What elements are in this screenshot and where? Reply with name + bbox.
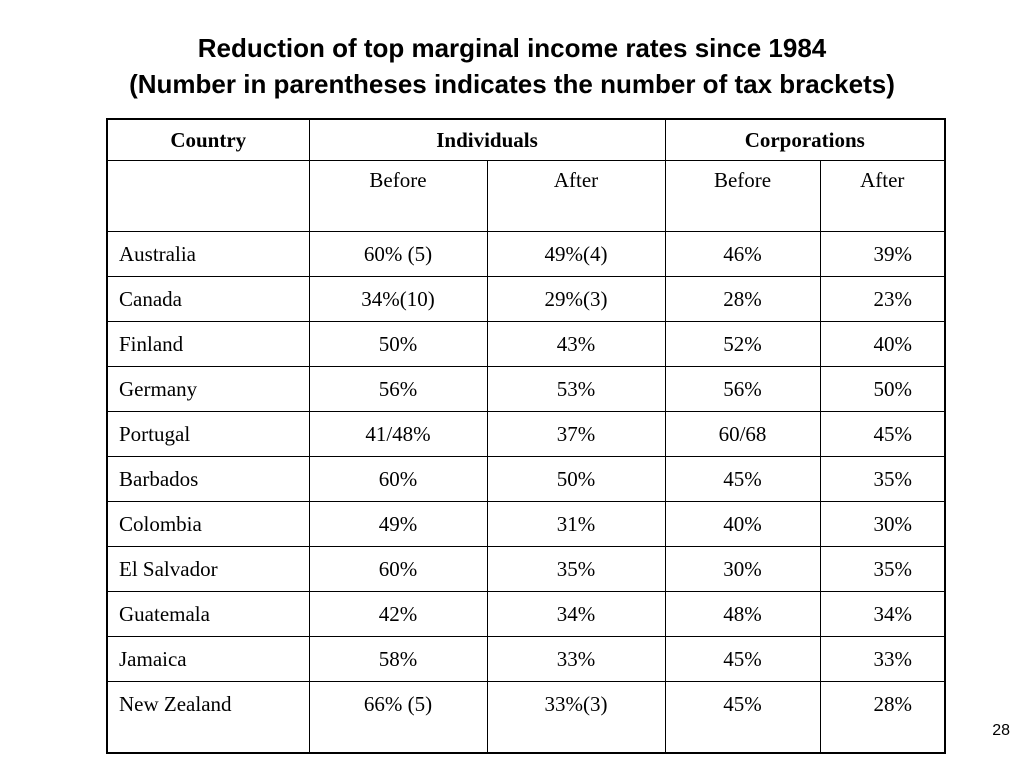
cell-individuals-before: 58% (308, 636, 488, 682)
table-row: Canada 34%(10) 29%(3) 28% 23% (106, 276, 946, 322)
title-line-2: (Number in parentheses indicates the num… (129, 69, 895, 99)
subheader-individuals-after: After (486, 160, 666, 232)
cell-individuals-after: 33%(3) (486, 681, 666, 754)
cell-individuals-after: 37% (486, 411, 666, 457)
header-country: Country (106, 118, 310, 161)
subheader-corporations-after: After (819, 160, 946, 232)
cell-corporations-after: 28% (819, 681, 946, 754)
cell-corporations-after: 50% (819, 366, 946, 412)
cell-individuals-after: 34% (486, 591, 666, 637)
cell-country: Colombia (106, 501, 310, 547)
cell-corporations-before: 45% (664, 681, 821, 754)
cell-country: Jamaica (106, 636, 310, 682)
cell-individuals-after: 29%(3) (486, 276, 666, 322)
cell-country: El Salvador (106, 546, 310, 592)
table-row: Jamaica 58% 33% 45% 33% (106, 636, 946, 682)
cell-individuals-before: 56% (308, 366, 488, 412)
cell-individuals-before: 50% (308, 321, 488, 367)
cell-individuals-after: 35% (486, 546, 666, 592)
header-row: Country Individuals Corporations (106, 118, 946, 161)
tax-rates-table: Country Individuals Corporations Before … (106, 118, 947, 754)
slide-title: Reduction of top marginal income rates s… (0, 30, 1024, 102)
header-individuals: Individuals (308, 118, 666, 161)
cell-individuals-after: 53% (486, 366, 666, 412)
cell-corporations-after: 23% (819, 276, 946, 322)
cell-country: Portugal (106, 411, 310, 457)
cell-individuals-after: 50% (486, 456, 666, 502)
table-row: Guatemala 42% 34% 48% 34% (106, 591, 946, 637)
cell-country: Germany (106, 366, 310, 412)
cell-corporations-before: 56% (664, 366, 821, 412)
cell-corporations-before: 60/68 (664, 411, 821, 457)
cell-corporations-before: 45% (664, 456, 821, 502)
cell-corporations-before: 48% (664, 591, 821, 637)
cell-country: Barbados (106, 456, 310, 502)
cell-corporations-after: 33% (819, 636, 946, 682)
table-row: Colombia 49% 31% 40% 30% (106, 501, 946, 547)
cell-individuals-after: 43% (486, 321, 666, 367)
cell-corporations-after: 35% (819, 546, 946, 592)
cell-individuals-before: 41/48% (308, 411, 488, 457)
cell-corporations-after: 39% (819, 231, 946, 277)
cell-individuals-after: 31% (486, 501, 666, 547)
cell-individuals-before: 34%(10) (308, 276, 488, 322)
cell-individuals-before: 66% (5) (308, 681, 488, 754)
cell-individuals-after: 33% (486, 636, 666, 682)
subheader-empty (106, 160, 310, 232)
cell-corporations-after: 35% (819, 456, 946, 502)
table-row: Australia 60% (5) 49%(4) 46% 39% (106, 231, 946, 277)
table-row: Barbados 60% 50% 45% 35% (106, 456, 946, 502)
cell-corporations-before: 52% (664, 321, 821, 367)
page-number: 28 (992, 722, 1010, 739)
cell-corporations-before: 30% (664, 546, 821, 592)
cell-individuals-before: 60% (308, 456, 488, 502)
cell-country: Guatemala (106, 591, 310, 637)
cell-individuals-after: 49%(4) (486, 231, 666, 277)
cell-country: Finland (106, 321, 310, 367)
table-row: Portugal 41/48% 37% 60/68 45% (106, 411, 946, 457)
cell-corporations-before: 40% (664, 501, 821, 547)
cell-individuals-before: 42% (308, 591, 488, 637)
cell-corporations-after: 40% (819, 321, 946, 367)
subheader-individuals-before: Before (308, 160, 488, 232)
cell-individuals-before: 49% (308, 501, 488, 547)
subheader-corporations-before: Before (664, 160, 821, 232)
cell-corporations-before: 46% (664, 231, 821, 277)
cell-individuals-before: 60% (308, 546, 488, 592)
table-row: New Zealand 66% (5) 33%(3) 45% 28% (106, 681, 946, 754)
table-row: El Salvador 60% 35% 30% 35% (106, 546, 946, 592)
cell-corporations-after: 45% (819, 411, 946, 457)
cell-country: New Zealand (106, 681, 310, 754)
table-row: Germany 56% 53% 56% 50% (106, 366, 946, 412)
title-line-1: Reduction of top marginal income rates s… (197, 33, 827, 63)
cell-corporations-after: 34% (819, 591, 946, 637)
table-row: Finland 50% 43% 52% 40% (106, 321, 946, 367)
cell-individuals-before: 60% (5) (308, 231, 488, 277)
cell-country: Canada (106, 276, 310, 322)
cell-corporations-after: 30% (819, 501, 946, 547)
cell-corporations-before: 45% (664, 636, 821, 682)
header-corporations: Corporations (664, 118, 946, 161)
cell-country: Australia (106, 231, 310, 277)
cell-corporations-before: 28% (664, 276, 821, 322)
subheader-row: Before After Before After (106, 160, 946, 232)
